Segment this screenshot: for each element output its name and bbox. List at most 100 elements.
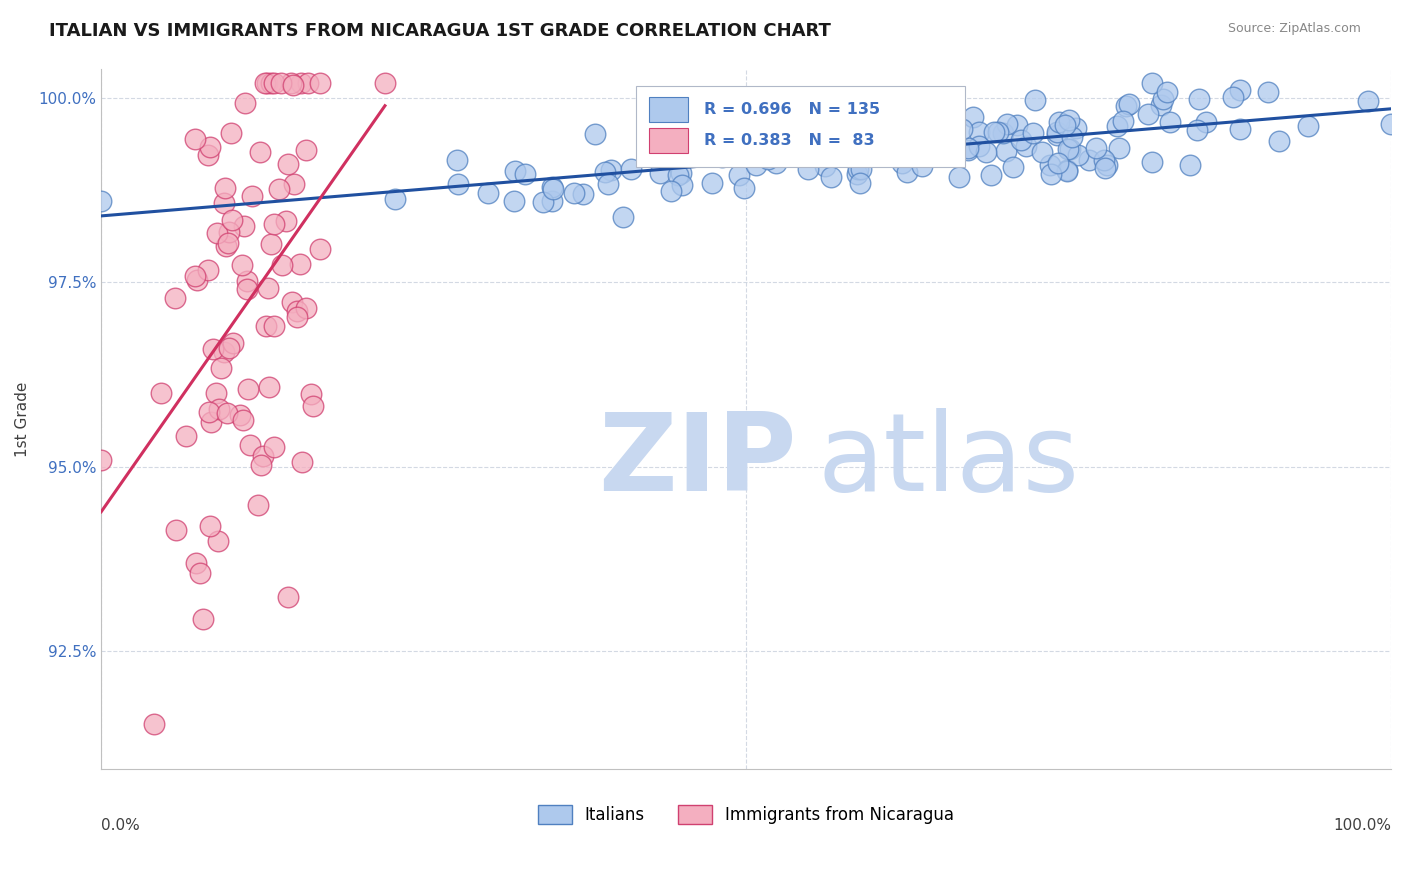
Point [1022,126,1045,140]
Point [1115,99,1137,113]
Point [1060,130,1083,145]
Point [600,163,623,178]
Point [1040,167,1063,181]
Point [283,177,305,191]
Point [202,342,225,356]
Point [896,164,918,178]
Point [762,120,785,135]
Point [957,141,980,155]
Point [1057,112,1080,127]
Point [1379,117,1402,131]
Point [188,566,211,580]
Point [246,499,269,513]
Point [174,429,197,443]
Point [1118,97,1140,112]
Point [756,152,779,166]
Text: ZIP: ZIP [598,408,796,514]
Point [231,258,253,272]
Point [513,167,536,181]
Point [540,179,562,194]
Point [1150,98,1173,112]
Point [671,178,693,192]
Point [714,136,737,151]
Point [263,440,285,454]
Point [738,129,761,144]
Point [205,386,228,401]
Point [256,76,278,90]
Point [995,144,1018,158]
Point [1156,85,1178,99]
Point [1229,122,1251,136]
Point [233,96,256,111]
Point [980,168,1002,182]
Point [205,226,228,240]
Point [249,145,271,160]
Point [1078,153,1101,167]
Point [505,164,527,178]
Point [197,262,219,277]
Bar [650,97,688,122]
Point [1024,93,1046,107]
Point [236,382,259,396]
Point [253,76,276,90]
Point [727,168,749,182]
Point [197,148,219,162]
Point [1140,154,1163,169]
Point [277,591,299,605]
Point [1056,142,1078,156]
Point [218,225,240,239]
Point [1257,86,1279,100]
Point [852,122,875,136]
Point [662,150,685,164]
Point [967,139,990,153]
Point [957,143,980,157]
Text: 0.0%: 0.0% [101,818,141,833]
Point [846,167,869,181]
Point [1268,135,1291,149]
Point [165,523,187,537]
Point [756,141,779,155]
Point [733,181,755,195]
Point [446,153,468,167]
Point [1105,119,1128,133]
Point [562,186,585,200]
Point [252,449,274,463]
Point [583,127,606,141]
Point [572,186,595,201]
Point [974,145,997,160]
Point [198,405,221,419]
Point [832,129,855,144]
Point [477,186,499,200]
Y-axis label: 1st Grade: 1st Grade [15,381,30,457]
Point [263,76,285,90]
Point [814,160,837,174]
Point [702,176,724,190]
Point [281,78,304,93]
Point [612,211,634,225]
Point [1108,141,1130,155]
Point [260,237,283,252]
Point [911,143,934,157]
Point [1229,83,1251,97]
Point [987,125,1010,139]
Point [214,239,236,253]
Point [756,143,779,157]
Point [1015,138,1038,153]
Point [1112,114,1135,128]
Point [1142,76,1164,90]
Point [236,282,259,296]
Point [845,131,868,145]
Point [1056,163,1078,178]
Legend: Italians, Immigrants from Nicaragua: Italians, Immigrants from Nicaragua [531,798,960,831]
Point [184,557,207,571]
Point [540,194,562,208]
Point [1152,92,1174,106]
Point [254,319,277,334]
Point [846,162,869,177]
Point [1056,162,1078,177]
Point [270,76,292,90]
Point [280,76,302,90]
Point [765,156,787,170]
FancyBboxPatch shape [637,86,966,167]
Point [271,258,294,272]
